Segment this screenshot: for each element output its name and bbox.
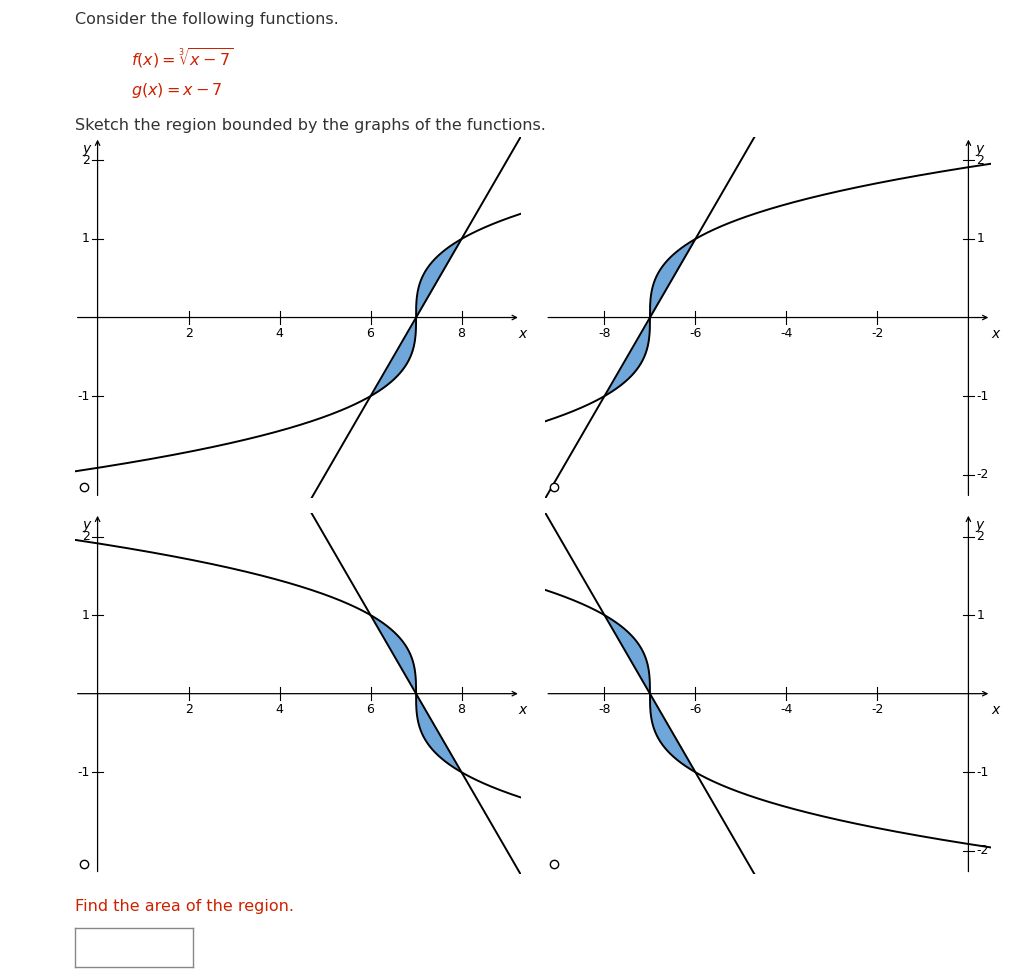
Text: 1: 1: [977, 233, 984, 245]
Text: x: x: [519, 703, 527, 717]
Text: -8: -8: [599, 327, 611, 340]
Text: $f(x) = \sqrt[3]{x-7}$: $f(x) = \sqrt[3]{x-7}$: [131, 46, 234, 70]
Text: y: y: [82, 143, 91, 156]
Text: -2: -2: [977, 844, 989, 858]
Text: x: x: [519, 327, 527, 341]
Text: -8: -8: [599, 703, 611, 716]
Text: $g(x) = x - 7$: $g(x) = x - 7$: [131, 81, 223, 100]
Text: 6: 6: [367, 703, 374, 716]
Text: 8: 8: [457, 327, 465, 340]
Text: -2: -2: [977, 468, 989, 482]
Text: 1: 1: [82, 609, 89, 621]
Text: x: x: [991, 327, 999, 341]
Text: 2: 2: [82, 153, 89, 167]
Text: -6: -6: [689, 327, 702, 340]
Text: 2: 2: [184, 703, 193, 716]
Text: 8: 8: [457, 703, 465, 716]
Text: 1: 1: [82, 233, 89, 245]
Text: 4: 4: [276, 327, 284, 340]
Text: -4: -4: [780, 703, 792, 716]
Text: -4: -4: [780, 327, 792, 340]
Text: -2: -2: [871, 703, 884, 716]
Text: y: y: [975, 143, 984, 156]
Text: 2: 2: [977, 153, 984, 167]
Text: -1: -1: [77, 390, 89, 403]
Text: -1: -1: [977, 390, 989, 403]
Text: -6: -6: [689, 703, 702, 716]
Text: 2: 2: [184, 327, 193, 340]
Text: -1: -1: [977, 766, 989, 779]
Text: 4: 4: [276, 703, 284, 716]
Text: 2: 2: [82, 530, 89, 543]
Text: Consider the following functions.: Consider the following functions.: [75, 12, 338, 26]
Text: -1: -1: [77, 766, 89, 779]
Text: Sketch the region bounded by the graphs of the functions.: Sketch the region bounded by the graphs …: [75, 118, 545, 133]
Text: -2: -2: [871, 327, 884, 340]
Text: 2: 2: [977, 530, 984, 543]
Text: Find the area of the region.: Find the area of the region.: [75, 899, 294, 914]
Text: 6: 6: [367, 327, 374, 340]
Text: 1: 1: [977, 609, 984, 621]
Text: y: y: [975, 519, 984, 532]
Text: x: x: [991, 703, 999, 717]
Text: y: y: [82, 519, 91, 532]
